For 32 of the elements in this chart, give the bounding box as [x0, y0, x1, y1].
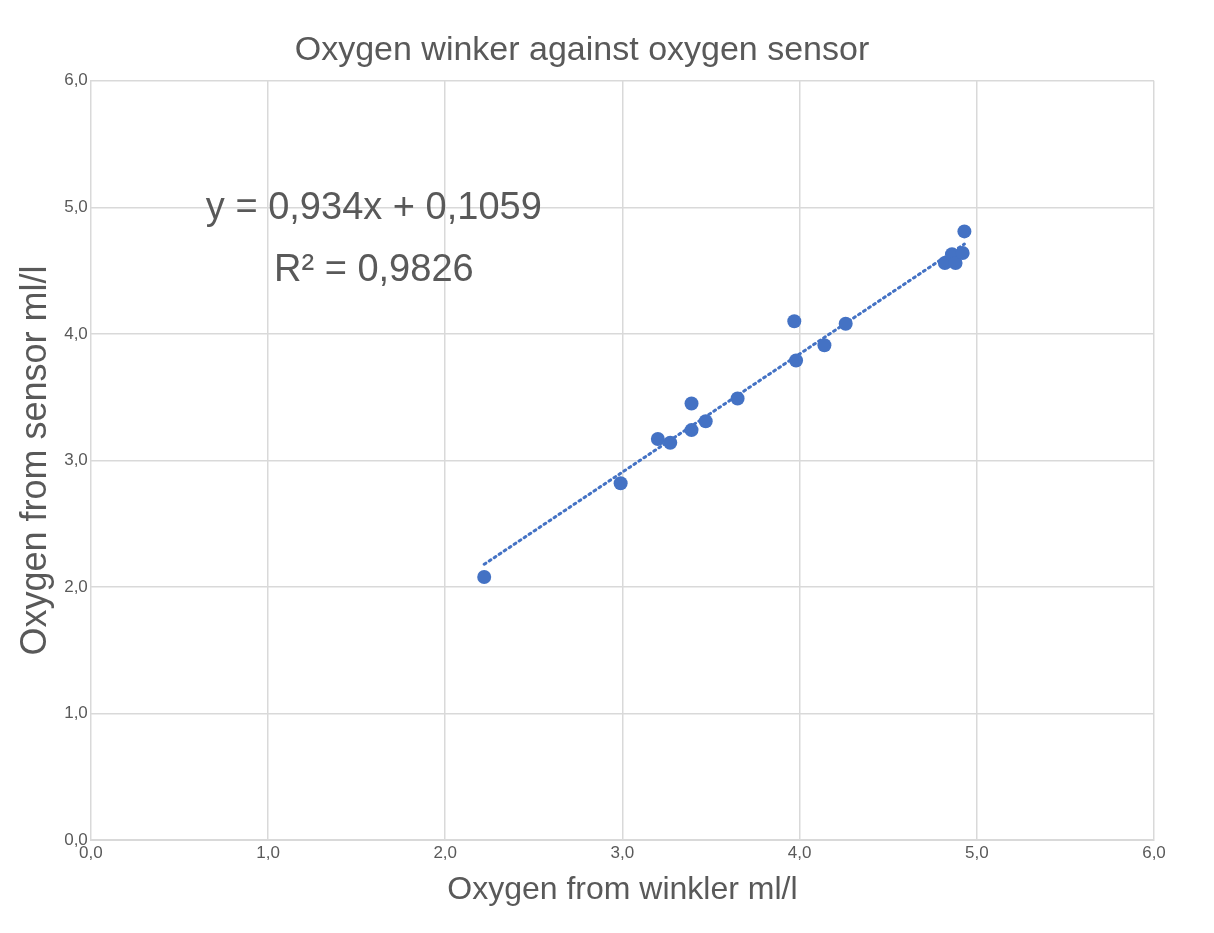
y-tick-label: 5,0 [64, 197, 88, 217]
point [730, 391, 745, 406]
y-tick-label: 6,0 [64, 70, 88, 90]
point [663, 435, 678, 450]
point [684, 396, 699, 411]
y-tick-label: 3,0 [64, 450, 88, 470]
point [477, 569, 492, 584]
point [955, 245, 970, 260]
y-tick-label: 1,0 [64, 703, 88, 723]
y-axis-title: Oxygen from sensor ml/l [12, 265, 54, 656]
point [838, 316, 853, 331]
y-tick-label: 4,0 [64, 323, 88, 343]
x-tick-label: 5,0 [964, 843, 989, 863]
x-tick-label: 3,0 [610, 843, 635, 863]
y-tick-label: 2,0 [64, 576, 88, 596]
point [957, 224, 972, 239]
x-tick-label: 4,0 [787, 843, 812, 863]
x-tick-label: 1,0 [256, 843, 280, 863]
x-axis-title: Oxygen from winkler ml/l [447, 869, 798, 906]
point [613, 476, 628, 491]
point [698, 414, 713, 429]
point [817, 338, 832, 353]
annotation: y = 0,934x + 0,1059 [205, 185, 542, 228]
chart-title: Oxygen winker against oxygen sensor [294, 28, 870, 67]
point [787, 314, 802, 329]
x-tick-label: 6,0 [1142, 843, 1166, 863]
point [684, 423, 699, 438]
point [948, 256, 963, 271]
point [789, 353, 804, 368]
point [650, 431, 665, 446]
x-tick-label: 2,0 [433, 843, 458, 863]
annotation: R² = 0,9826 [274, 247, 474, 290]
